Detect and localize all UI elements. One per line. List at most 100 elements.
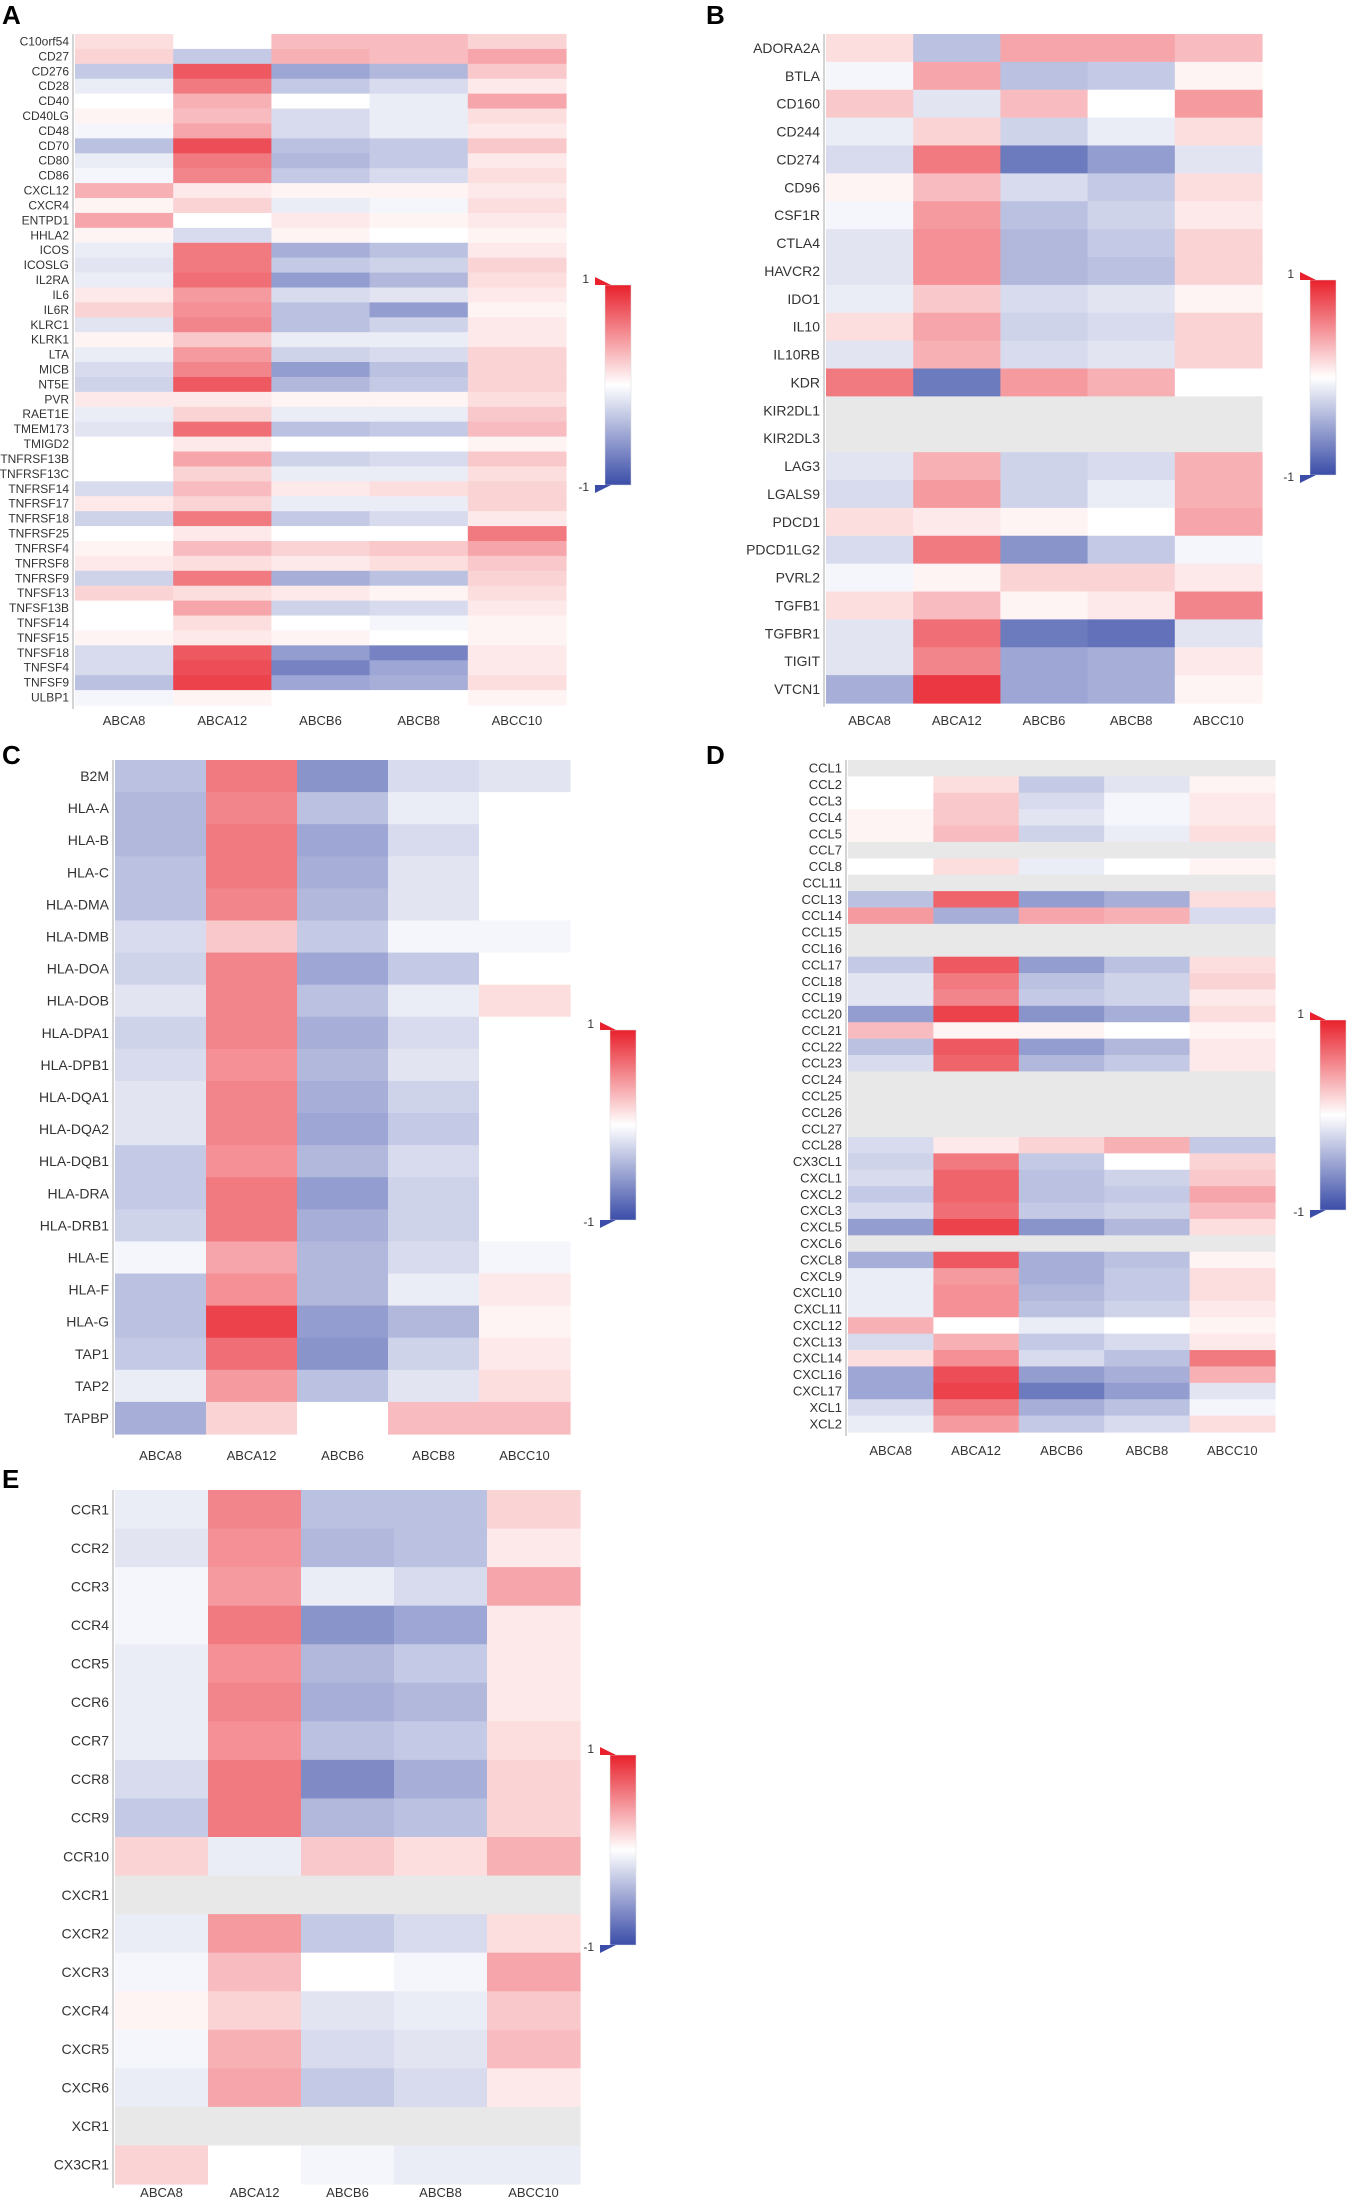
heatmap-cell: [1189, 1153, 1276, 1171]
heatmap-cell: [1189, 1202, 1276, 1220]
heatmap-cell: [1087, 201, 1176, 230]
heatmap-cell: [115, 824, 207, 857]
heatmap-cell: [848, 956, 934, 974]
heatmap-cell: [487, 2068, 581, 2108]
heatmap-cell: [369, 78, 469, 95]
heatmap-cell: [115, 1759, 209, 1800]
heatmap-cell: [115, 1914, 209, 1954]
heatmap-cell: [369, 615, 469, 632]
heatmap-cell: [369, 660, 469, 676]
heatmap-cell: [271, 48, 371, 65]
heatmap-cell: [1018, 891, 1105, 909]
heatmap-cell: [913, 312, 1001, 342]
heatmap-cell: [75, 198, 174, 214]
heatmap-cell: [173, 481, 272, 497]
heatmap-cell: [75, 168, 174, 184]
heatmap-cell: [271, 287, 371, 303]
heatmap-cell: [115, 1337, 207, 1371]
heatmap-cell: [369, 168, 469, 184]
heatmap-cell: [826, 117, 914, 147]
heatmap-cell: [271, 406, 371, 423]
row-label: ENTPD1: [22, 213, 70, 227]
row-label: TNFSF13: [17, 586, 69, 600]
heatmap-cell: [369, 675, 469, 691]
row-label: CD40LG: [22, 109, 69, 123]
heatmap-cell: [1189, 1087, 1276, 1105]
heatmap-cell: [1174, 145, 1263, 174]
heatmap-cell: [1018, 760, 1105, 777]
heatmap-cell: [369, 272, 469, 289]
row-label: CCL2: [809, 777, 842, 792]
heatmap-cell: [1189, 825, 1276, 843]
heatmap-cell: [369, 198, 469, 214]
heatmap-cell: [848, 1382, 934, 1400]
heatmap-cell: [487, 1914, 581, 1954]
heatmap-cell: [75, 123, 174, 139]
row-label: TAPBP: [64, 1410, 109, 1426]
heatmap-cell: [369, 257, 469, 274]
heatmap-cell: [208, 1490, 302, 1530]
row-label: HLA-F: [69, 1282, 109, 1298]
heatmap-cell: [848, 1317, 934, 1335]
row-label: HLA-E: [68, 1249, 109, 1265]
heatmap-cell: [208, 1605, 302, 1645]
heatmap-cell: [115, 1952, 209, 1992]
row-label: CCL27: [802, 1121, 842, 1136]
heatmap-cell: [301, 1991, 395, 2031]
row-label: TNFSF14: [17, 616, 69, 630]
heatmap-cell: [913, 591, 1001, 620]
colorbar-max-label: 1: [1287, 267, 1294, 281]
heatmap-cell: [848, 989, 934, 1007]
heatmap-cell: [271, 496, 371, 512]
heatmap-cell: [206, 824, 298, 857]
heatmap-cell: [933, 907, 1020, 925]
heatmap-cell: [115, 1241, 207, 1275]
heatmap-cell: [1104, 809, 1191, 827]
heatmap-cell: [75, 287, 174, 303]
heatmap-cell: [1104, 989, 1191, 1007]
heatmap-cell: [1104, 792, 1191, 810]
heatmap-cell: [1018, 1268, 1105, 1286]
heatmap-cell: [479, 1177, 571, 1210]
column-label: ABCA12: [951, 1443, 1001, 1458]
heatmap-cell: [933, 1218, 1020, 1236]
heatmap-cell: [1104, 1153, 1191, 1171]
heatmap-cell: [487, 1952, 581, 1992]
heatmap-cell: [297, 1177, 389, 1210]
heatmap-cell: [1018, 825, 1105, 843]
heatmap-cell: [1189, 1235, 1276, 1253]
heatmap-cell: [1104, 760, 1191, 777]
heatmap-cell: [1104, 956, 1191, 974]
heatmap-cell: [479, 1305, 571, 1339]
heatmap-cell: [271, 660, 371, 676]
heatmap-cell: [1000, 619, 1089, 648]
heatmap-cell: [467, 660, 567, 676]
heatmap-cell: [75, 406, 174, 423]
heatmap-cell: [1189, 907, 1276, 925]
heatmap-cell: [173, 615, 272, 632]
heatmap-cell: [297, 1401, 389, 1435]
heatmap-cell: [1000, 201, 1089, 230]
row-label: TNFSF13B: [9, 601, 69, 615]
heatmap-cell: [933, 940, 1020, 958]
row-label: CXCL3: [800, 1203, 842, 1218]
heatmap-cell: [826, 173, 914, 202]
row-label: CCL21: [802, 1023, 842, 1038]
heatmap-cell: [369, 362, 469, 378]
heatmap-cell: [1189, 940, 1276, 958]
heatmap-cell: [848, 1350, 934, 1368]
heatmap-cell: [826, 452, 914, 481]
heatmap-cell: [206, 952, 298, 986]
heatmap-cell: [848, 1415, 934, 1433]
heatmap-cell: [933, 923, 1020, 941]
heatmap-cell: [115, 2068, 209, 2108]
heatmap-cell: [1174, 89, 1263, 119]
heatmap-cell: [369, 123, 469, 139]
heatmap-cell: [933, 1366, 1020, 1384]
heatmap-cell: [297, 1241, 389, 1275]
heatmap-cell: [848, 1399, 934, 1417]
colorbar-max-label: 1: [587, 1742, 594, 1756]
heatmap-cell: [271, 555, 371, 572]
heatmap-cell: [369, 511, 469, 527]
column-label: ABCB6: [321, 1448, 364, 1463]
